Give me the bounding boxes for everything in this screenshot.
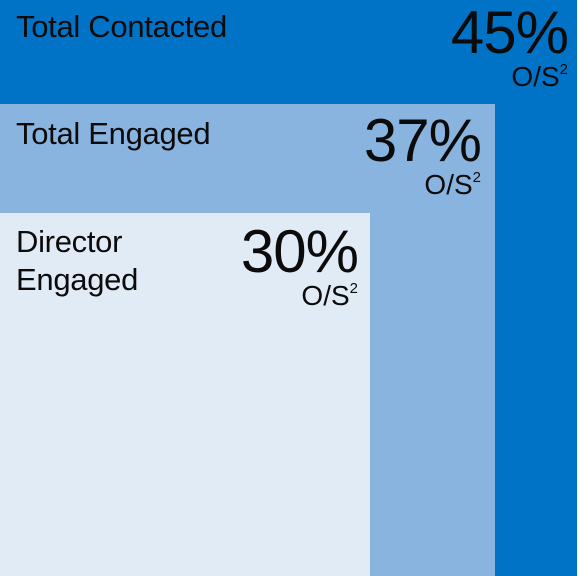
director-engaged-metric: 30% O/S2 [240, 218, 359, 311]
total-engaged-unit-superscript: 2 [472, 169, 481, 186]
total-engaged-metric: 37% O/S2 [363, 107, 482, 200]
total-contacted-unit-line: O/S2 [451, 62, 568, 92]
director-engaged-label: Director Engaged [16, 224, 139, 297]
total-contacted-metric: 45% O/S2 [450, 0, 569, 92]
total-contacted-unit: O/S [511, 61, 560, 92]
total-engaged-percent: 37% [363, 107, 482, 174]
total-contacted-percent: 45% [450, 0, 569, 66]
director-engaged-box: Director Engaged 30% O/S2 [0, 213, 370, 576]
total-engaged-unit: O/S [424, 169, 473, 200]
director-engaged-unit-superscript: 2 [349, 280, 358, 297]
total-engaged-unit-line: O/S2 [364, 170, 481, 200]
director-engaged-unit-line: O/S2 [241, 281, 358, 311]
total-contacted-label: Total Contacted [16, 9, 227, 44]
director-engaged-unit: O/S [301, 280, 350, 311]
total-engaged-label: Total Engaged [16, 116, 211, 151]
total-contacted-unit-superscript: 2 [559, 61, 568, 78]
director-engaged-percent: 30% [240, 218, 359, 285]
